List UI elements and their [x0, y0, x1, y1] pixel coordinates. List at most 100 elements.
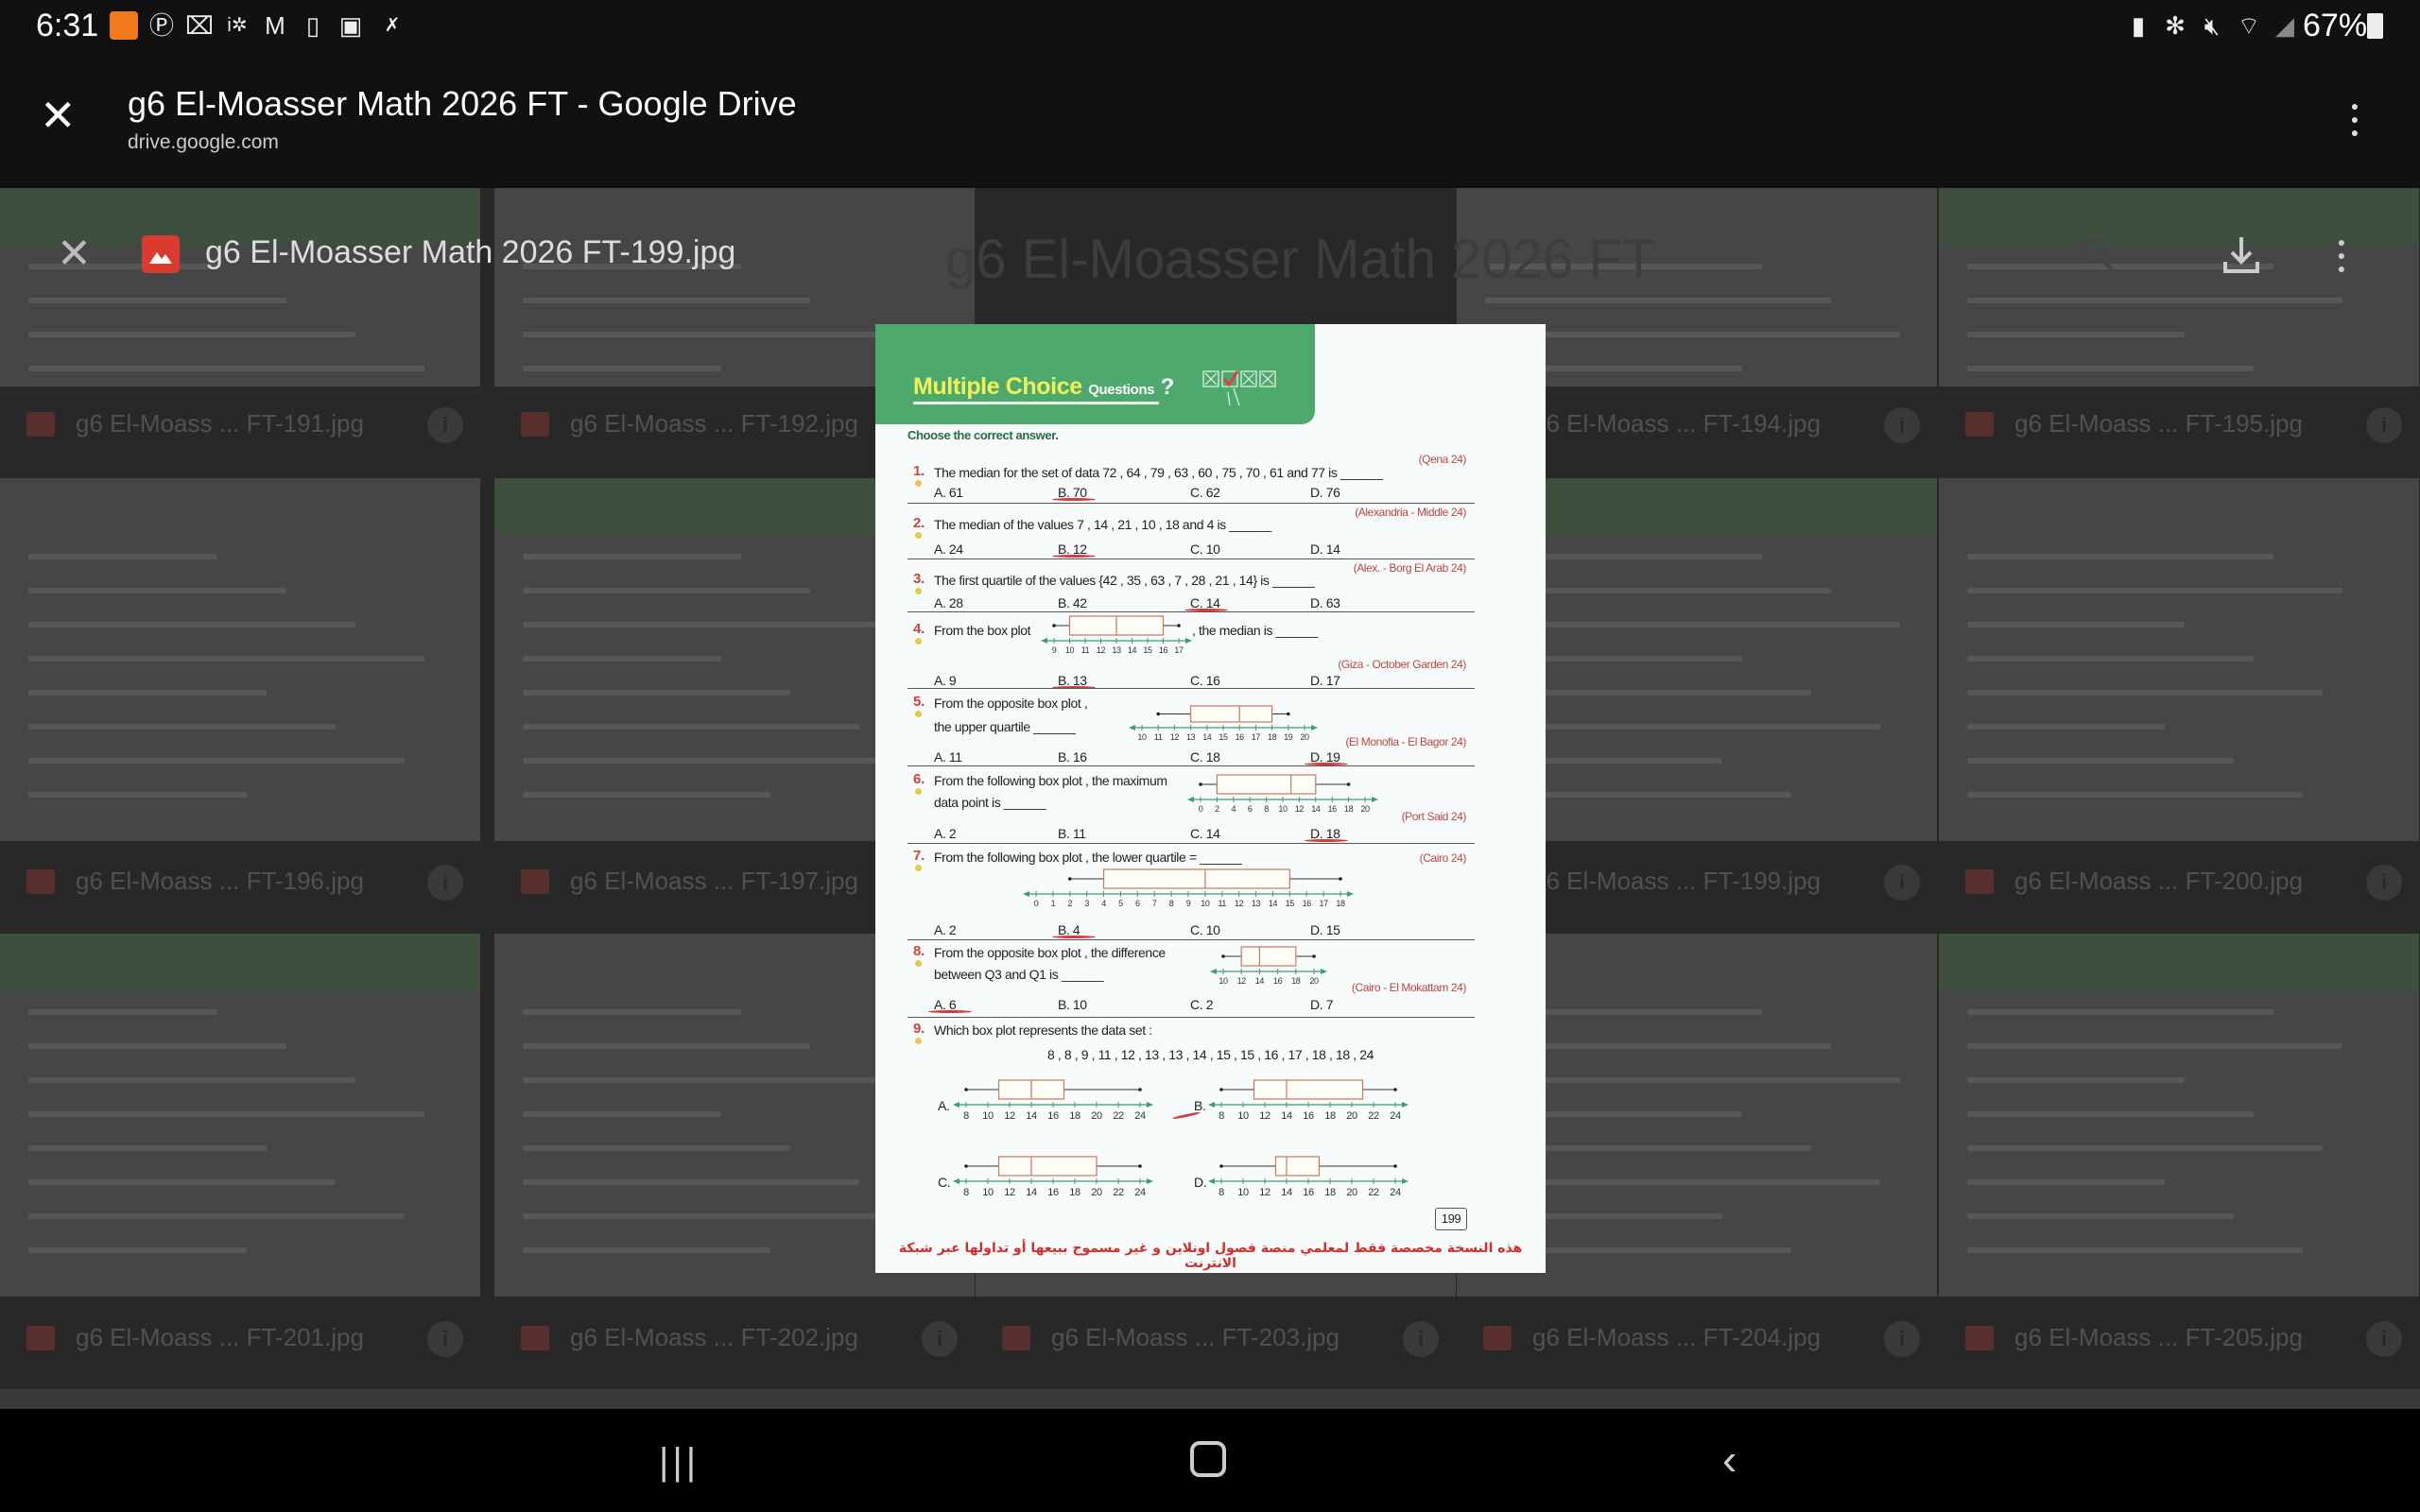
answer-option[interactable]: A. 9 [934, 673, 957, 688]
file-name: g6 El-Moass ... FT-204.jpg [1532, 1323, 1821, 1351]
answer-option[interactable]: A. 28 [934, 595, 963, 610]
answer-option[interactable]: B. 16 [1058, 749, 1087, 765]
answer-option[interactable]: B. 10 [1058, 997, 1087, 1012]
home-button[interactable] [1190, 1441, 1226, 1477]
thumbnail-text-line [1485, 690, 1811, 696]
viewer-more-button[interactable]: ● ● ● [2337, 234, 2346, 276]
info-icon[interactable]: i [1884, 865, 1920, 901]
close-viewer-button[interactable]: ✕ [57, 231, 92, 277]
file-thumbnail[interactable] [1939, 478, 2419, 841]
file-thumbnail[interactable] [0, 478, 480, 841]
file-label[interactable]: g6 El-Moass ... FT-200.jpg i [1939, 857, 2419, 904]
file-label[interactable]: g6 El-Moass ... FT-195.jpg i [1939, 400, 2419, 447]
file-label[interactable]: g6 El-Moass ... FT-201.jpg i [0, 1314, 480, 1361]
answer-option[interactable]: B. 13 [1058, 673, 1087, 688]
battery-percent: 67% [2303, 8, 2368, 43]
image-file-icon [521, 412, 549, 437]
answer-option[interactable]: D. 63 [1310, 595, 1340, 610]
file-label[interactable]: g6 El-Moass ... FT-203.jpg i [976, 1314, 1456, 1361]
back-button[interactable]: ‹ [1722, 1435, 1737, 1484]
answer-option[interactable]: C. 2 [1190, 997, 1214, 1012]
answer-option[interactable]: D. 76 [1310, 485, 1340, 500]
answer-option[interactable]: A. 2 [934, 826, 957, 841]
file-label[interactable]: g6 El-Moass ... FT-196.jpg i [0, 857, 480, 904]
info-icon[interactable]: i [922, 1321, 958, 1357]
box-plot-choice-label[interactable]: B. [1194, 1098, 1206, 1113]
search-icon[interactable] [2076, 233, 2118, 275]
file-thumbnail[interactable] [1939, 188, 2419, 387]
tick-label: 5 [1118, 899, 1123, 908]
answer-option[interactable]: C. 16 [1190, 673, 1220, 688]
tick-label: 3 [1084, 899, 1089, 908]
box-plot-choice-label[interactable]: A. [938, 1098, 950, 1113]
mute-icon: 🔇︎ [2204, 11, 2221, 40]
pen-underline-mark [1052, 498, 1096, 501]
copyright-footer: هذه النسخة مخصصة فقط لمعلمي منصة فصول او… [898, 1241, 1523, 1271]
info-icon[interactable]: i [427, 865, 463, 901]
pen-underline-mark [1305, 763, 1348, 765]
thumbnail-text-line [28, 690, 267, 696]
answer-option[interactable]: C. 18 [1190, 749, 1220, 765]
info-icon[interactable]: i [2366, 1321, 2402, 1357]
tick-label: 11 [1081, 645, 1090, 655]
info-icon[interactable]: i [2366, 865, 2402, 901]
answer-option[interactable]: B. 4 [1058, 922, 1080, 937]
file-thumbnail[interactable] [0, 934, 480, 1297]
file-label[interactable]: g6 El-Moass ... FT-202.jpg i [494, 1314, 975, 1361]
document-image[interactable]: Multiple Choice Questions ? Choose the c… [875, 324, 1546, 1273]
answer-option[interactable]: C. 14 [1190, 826, 1220, 841]
answer-option[interactable]: B. 70 [1058, 485, 1087, 500]
tick-label: 20 [1091, 1110, 1102, 1121]
tick-label: 14 [1128, 645, 1137, 655]
info-icon[interactable]: i [2366, 407, 2402, 443]
answer-option[interactable]: A. 24 [934, 541, 963, 557]
file-label[interactable]: g6 El-Moass ... FT-191.jpg i [0, 400, 480, 447]
answer-option[interactable]: A. 2 [934, 922, 957, 937]
tick-label: 14 [1026, 1110, 1037, 1121]
answer-option[interactable]: C. 14 [1190, 595, 1220, 610]
answer-option[interactable]: B. 42 [1058, 595, 1087, 610]
answer-option[interactable]: D. 19 [1310, 749, 1340, 765]
answer-option[interactable]: B. 12 [1058, 541, 1087, 557]
file-label[interactable]: g6 El-Moass ... FT-204.jpg i [1457, 1314, 1937, 1361]
recent-apps-button[interactable]: ||| [659, 1441, 700, 1483]
info-icon[interactable]: i [1884, 407, 1920, 443]
answer-option[interactable]: C. 62 [1190, 485, 1220, 500]
min-point [1067, 877, 1072, 881]
answer-option[interactable]: D. 18 [1310, 826, 1340, 841]
info-icon[interactable]: i [427, 1321, 463, 1357]
download-icon[interactable] [2220, 233, 2263, 277]
file-thumbnail[interactable] [0, 188, 480, 387]
box-plot-choice-label[interactable]: C. [938, 1175, 951, 1190]
box-plot-choice-label[interactable]: D. [1194, 1175, 1207, 1190]
page-number: 199 [1435, 1208, 1467, 1230]
info-icon[interactable]: i [1403, 1321, 1439, 1357]
tick-label: 10 [1237, 1187, 1249, 1197]
question-text: The median for the set of data 72 , 64 ,… [934, 465, 1383, 480]
file-label[interactable]: g6 El-Moass ... FT-205.jpg i [1939, 1314, 2419, 1361]
answer-option[interactable]: C. 10 [1190, 541, 1220, 557]
answer-option[interactable]: D. 15 [1310, 922, 1340, 937]
file-label[interactable]: g6 El-Moass ... FT-199.jpg i [1457, 857, 1937, 904]
answer-option[interactable]: C. 10 [1190, 922, 1220, 937]
question-source: (Cairo 24) [1419, 851, 1467, 865]
answer-option[interactable]: A. 11 [934, 749, 962, 765]
tick-label: 20 [1309, 976, 1319, 986]
answer-option[interactable]: B. 11 [1058, 826, 1086, 841]
file-thumbnail[interactable] [1457, 188, 1937, 387]
answer-option[interactable]: D. 17 [1310, 673, 1340, 688]
info-icon[interactable]: i [1884, 1321, 1920, 1357]
answer-option[interactable]: A. 6 [934, 997, 957, 1012]
thumbnail-text-line [1485, 1077, 1900, 1083]
tick-label: 12 [1259, 1187, 1270, 1197]
answer-option[interactable]: D. 7 [1310, 997, 1334, 1012]
info-icon[interactable]: i [427, 407, 463, 443]
tick-label: 15 [1143, 645, 1152, 655]
close-tab-button[interactable]: ✕ [40, 91, 77, 140]
question-divider [908, 843, 1475, 844]
answer-option[interactable]: A. 61 [934, 485, 963, 500]
answer-option[interactable]: D. 14 [1310, 541, 1340, 557]
file-thumbnail[interactable] [1939, 934, 2419, 1297]
more-options-button[interactable]: ● ● ● [2350, 98, 2360, 140]
file-thumbnail[interactable] [494, 188, 975, 387]
